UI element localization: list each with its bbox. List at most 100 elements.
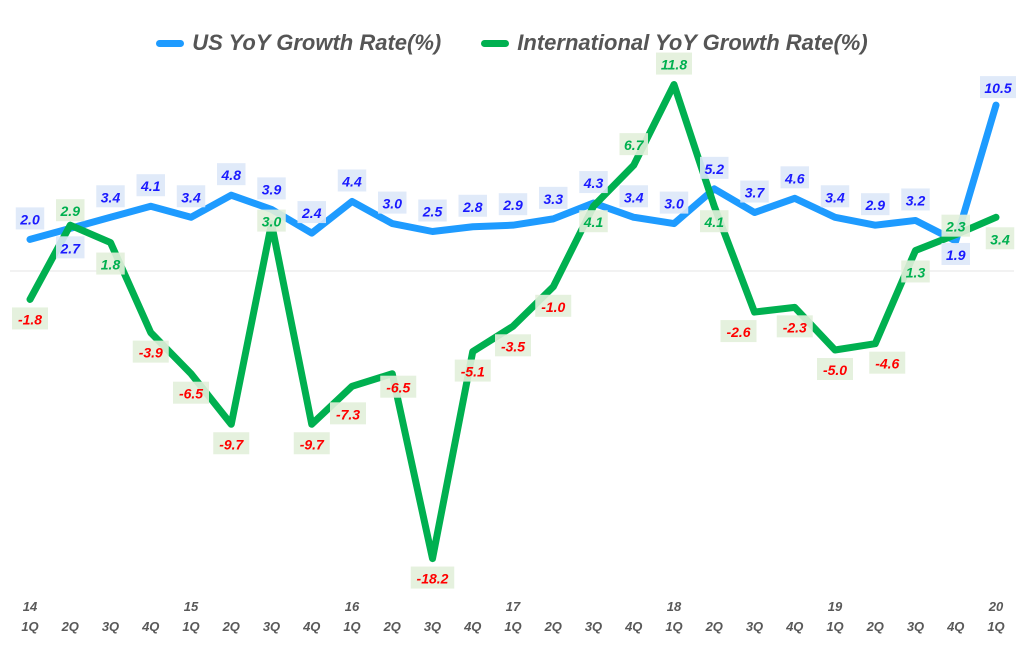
svg-text:11.8: 11.8 bbox=[661, 57, 687, 73]
international-data-label: -4.6 bbox=[869, 351, 906, 374]
svg-text:-2.3: -2.3 bbox=[783, 319, 807, 335]
x-tick-year: 20 bbox=[988, 599, 1004, 614]
svg-text:6.7: 6.7 bbox=[624, 137, 645, 153]
us-data-label: 10.5 bbox=[980, 76, 1016, 99]
x-tick-quarter: 1Q bbox=[343, 619, 360, 634]
svg-text:-1.8: -1.8 bbox=[18, 311, 42, 327]
legend-item-international: International YoY Growth Rate(%) bbox=[481, 30, 868, 56]
international-data-label: 4.1 bbox=[579, 210, 608, 233]
x-tick-quarter: 4Q bbox=[302, 619, 320, 634]
legend-label-us: US YoY Growth Rate(%) bbox=[192, 30, 442, 55]
svg-text:-5.0: -5.0 bbox=[823, 362, 847, 378]
svg-text:3.4: 3.4 bbox=[624, 189, 644, 205]
series-line-0 bbox=[26, 101, 1000, 245]
us-data-label: 3.0 bbox=[378, 191, 407, 214]
x-tick-quarter: 3Q bbox=[102, 619, 119, 634]
svg-text:4.1: 4.1 bbox=[140, 178, 161, 194]
international-data-label: 3.4 bbox=[985, 227, 1015, 250]
svg-text:1.3: 1.3 bbox=[906, 264, 926, 280]
international-data-label: -3.5 bbox=[495, 334, 531, 357]
us-data-label: 3.0 bbox=[659, 191, 689, 214]
us-data-label: 3.4 bbox=[619, 185, 648, 208]
svg-text:2.7: 2.7 bbox=[60, 240, 82, 256]
svg-text:4.1: 4.1 bbox=[704, 214, 725, 230]
international-data-label: -5.0 bbox=[817, 358, 853, 380]
x-tick-year: 17 bbox=[506, 599, 521, 614]
international-data-label: -3.9 bbox=[132, 340, 169, 363]
svg-text:-4.6: -4.6 bbox=[875, 356, 899, 372]
international-data-label: -18.2 bbox=[410, 566, 455, 589]
international-data-label: -6.5 bbox=[173, 381, 209, 404]
legend: US YoY Growth Rate(%) International YoY … bbox=[0, 30, 1024, 56]
x-tick-year: 16 bbox=[345, 599, 360, 614]
svg-text:10.5: 10.5 bbox=[984, 80, 1011, 96]
x-tick-quarter: 1Q bbox=[21, 619, 38, 634]
svg-text:3.3: 3.3 bbox=[544, 191, 564, 207]
us-data-label: 3.4 bbox=[820, 185, 850, 208]
svg-text:2.0: 2.0 bbox=[19, 211, 40, 227]
svg-text:4.6: 4.6 bbox=[784, 170, 805, 186]
svg-text:-9.7: -9.7 bbox=[300, 436, 325, 452]
international-data-label: -6.5 bbox=[380, 375, 417, 398]
x-tick-quarter: 4Q bbox=[946, 619, 964, 634]
international-data-label: 1.3 bbox=[901, 260, 930, 283]
svg-text:3.2: 3.2 bbox=[906, 192, 926, 208]
svg-text:-5.1: -5.1 bbox=[461, 364, 485, 380]
us-data-label: 3.7 bbox=[740, 180, 769, 203]
svg-text:3.9: 3.9 bbox=[262, 181, 282, 197]
x-tick-quarter: 4Q bbox=[141, 619, 159, 634]
international-data-label: -7.3 bbox=[330, 402, 366, 425]
series-line-1 bbox=[26, 81, 1000, 563]
svg-text:-3.5: -3.5 bbox=[501, 338, 525, 354]
x-tick-quarter: 2Q bbox=[544, 619, 562, 634]
us-data-label: 4.1 bbox=[136, 174, 165, 197]
svg-text:-18.2: -18.2 bbox=[417, 571, 449, 587]
svg-text:4.8: 4.8 bbox=[221, 167, 242, 183]
x-tick-quarter: 1Q bbox=[826, 619, 843, 634]
us-data-label: 2.5 bbox=[418, 199, 447, 222]
international-data-label: 11.8 bbox=[656, 52, 692, 75]
us-data-label: 2.8 bbox=[458, 194, 487, 217]
us-data-label: 4.4 bbox=[337, 169, 367, 192]
international-data-label: -1.0 bbox=[535, 294, 572, 317]
svg-text:3.0: 3.0 bbox=[383, 196, 403, 212]
x-tick-quarter: 2Q bbox=[61, 619, 79, 634]
legend-swatch-international bbox=[481, 39, 510, 47]
svg-text:-6.5: -6.5 bbox=[386, 380, 410, 396]
international-data-label: 1.8 bbox=[96, 252, 125, 275]
x-tick-quarter: 2Q bbox=[866, 619, 884, 634]
x-tick-quarter: 3Q bbox=[585, 619, 602, 634]
x-tick-quarter: 2Q bbox=[222, 619, 240, 634]
us-data-label: 2.9 bbox=[498, 193, 528, 216]
x-tick-quarter: 1Q bbox=[665, 619, 682, 634]
international-data-label: -2.3 bbox=[776, 315, 813, 338]
x-tick-year: 19 bbox=[828, 599, 843, 614]
svg-text:-2.6: -2.6 bbox=[726, 324, 750, 340]
international-data-label: 2.9 bbox=[56, 199, 85, 222]
svg-text:2.8: 2.8 bbox=[462, 199, 483, 215]
svg-text:4.1: 4.1 bbox=[583, 214, 604, 230]
svg-text:2.5: 2.5 bbox=[422, 204, 443, 220]
us-data-label: 2.9 bbox=[861, 193, 890, 216]
international-data-label: -2.6 bbox=[720, 320, 757, 343]
svg-text:5.2: 5.2 bbox=[705, 161, 725, 177]
us-data-label: 3.2 bbox=[901, 188, 930, 211]
svg-text:3.0: 3.0 bbox=[664, 196, 684, 212]
svg-text:3.7: 3.7 bbox=[745, 185, 766, 201]
x-tick-year: 18 bbox=[667, 599, 682, 614]
svg-text:3.4: 3.4 bbox=[825, 189, 845, 205]
x-tick-quarter: 2Q bbox=[705, 619, 723, 634]
international-data-label: 3.0 bbox=[257, 209, 286, 232]
svg-text:-3.9: -3.9 bbox=[139, 345, 163, 361]
svg-text:3.4: 3.4 bbox=[181, 189, 201, 205]
svg-text:3.4: 3.4 bbox=[990, 231, 1010, 247]
international-data-label: 2.3 bbox=[941, 214, 970, 237]
svg-text:2.9: 2.9 bbox=[502, 197, 523, 213]
x-tick-quarter: 3Q bbox=[263, 619, 280, 634]
svg-text:4.3: 4.3 bbox=[583, 175, 604, 191]
legend-label-international: International YoY Growth Rate(%) bbox=[517, 30, 868, 55]
x-tick-quarter: 1Q bbox=[182, 619, 199, 634]
svg-text:-1.0: -1.0 bbox=[541, 299, 565, 315]
svg-text:-6.5: -6.5 bbox=[179, 386, 203, 402]
us-data-label: 1.9 bbox=[941, 242, 970, 265]
